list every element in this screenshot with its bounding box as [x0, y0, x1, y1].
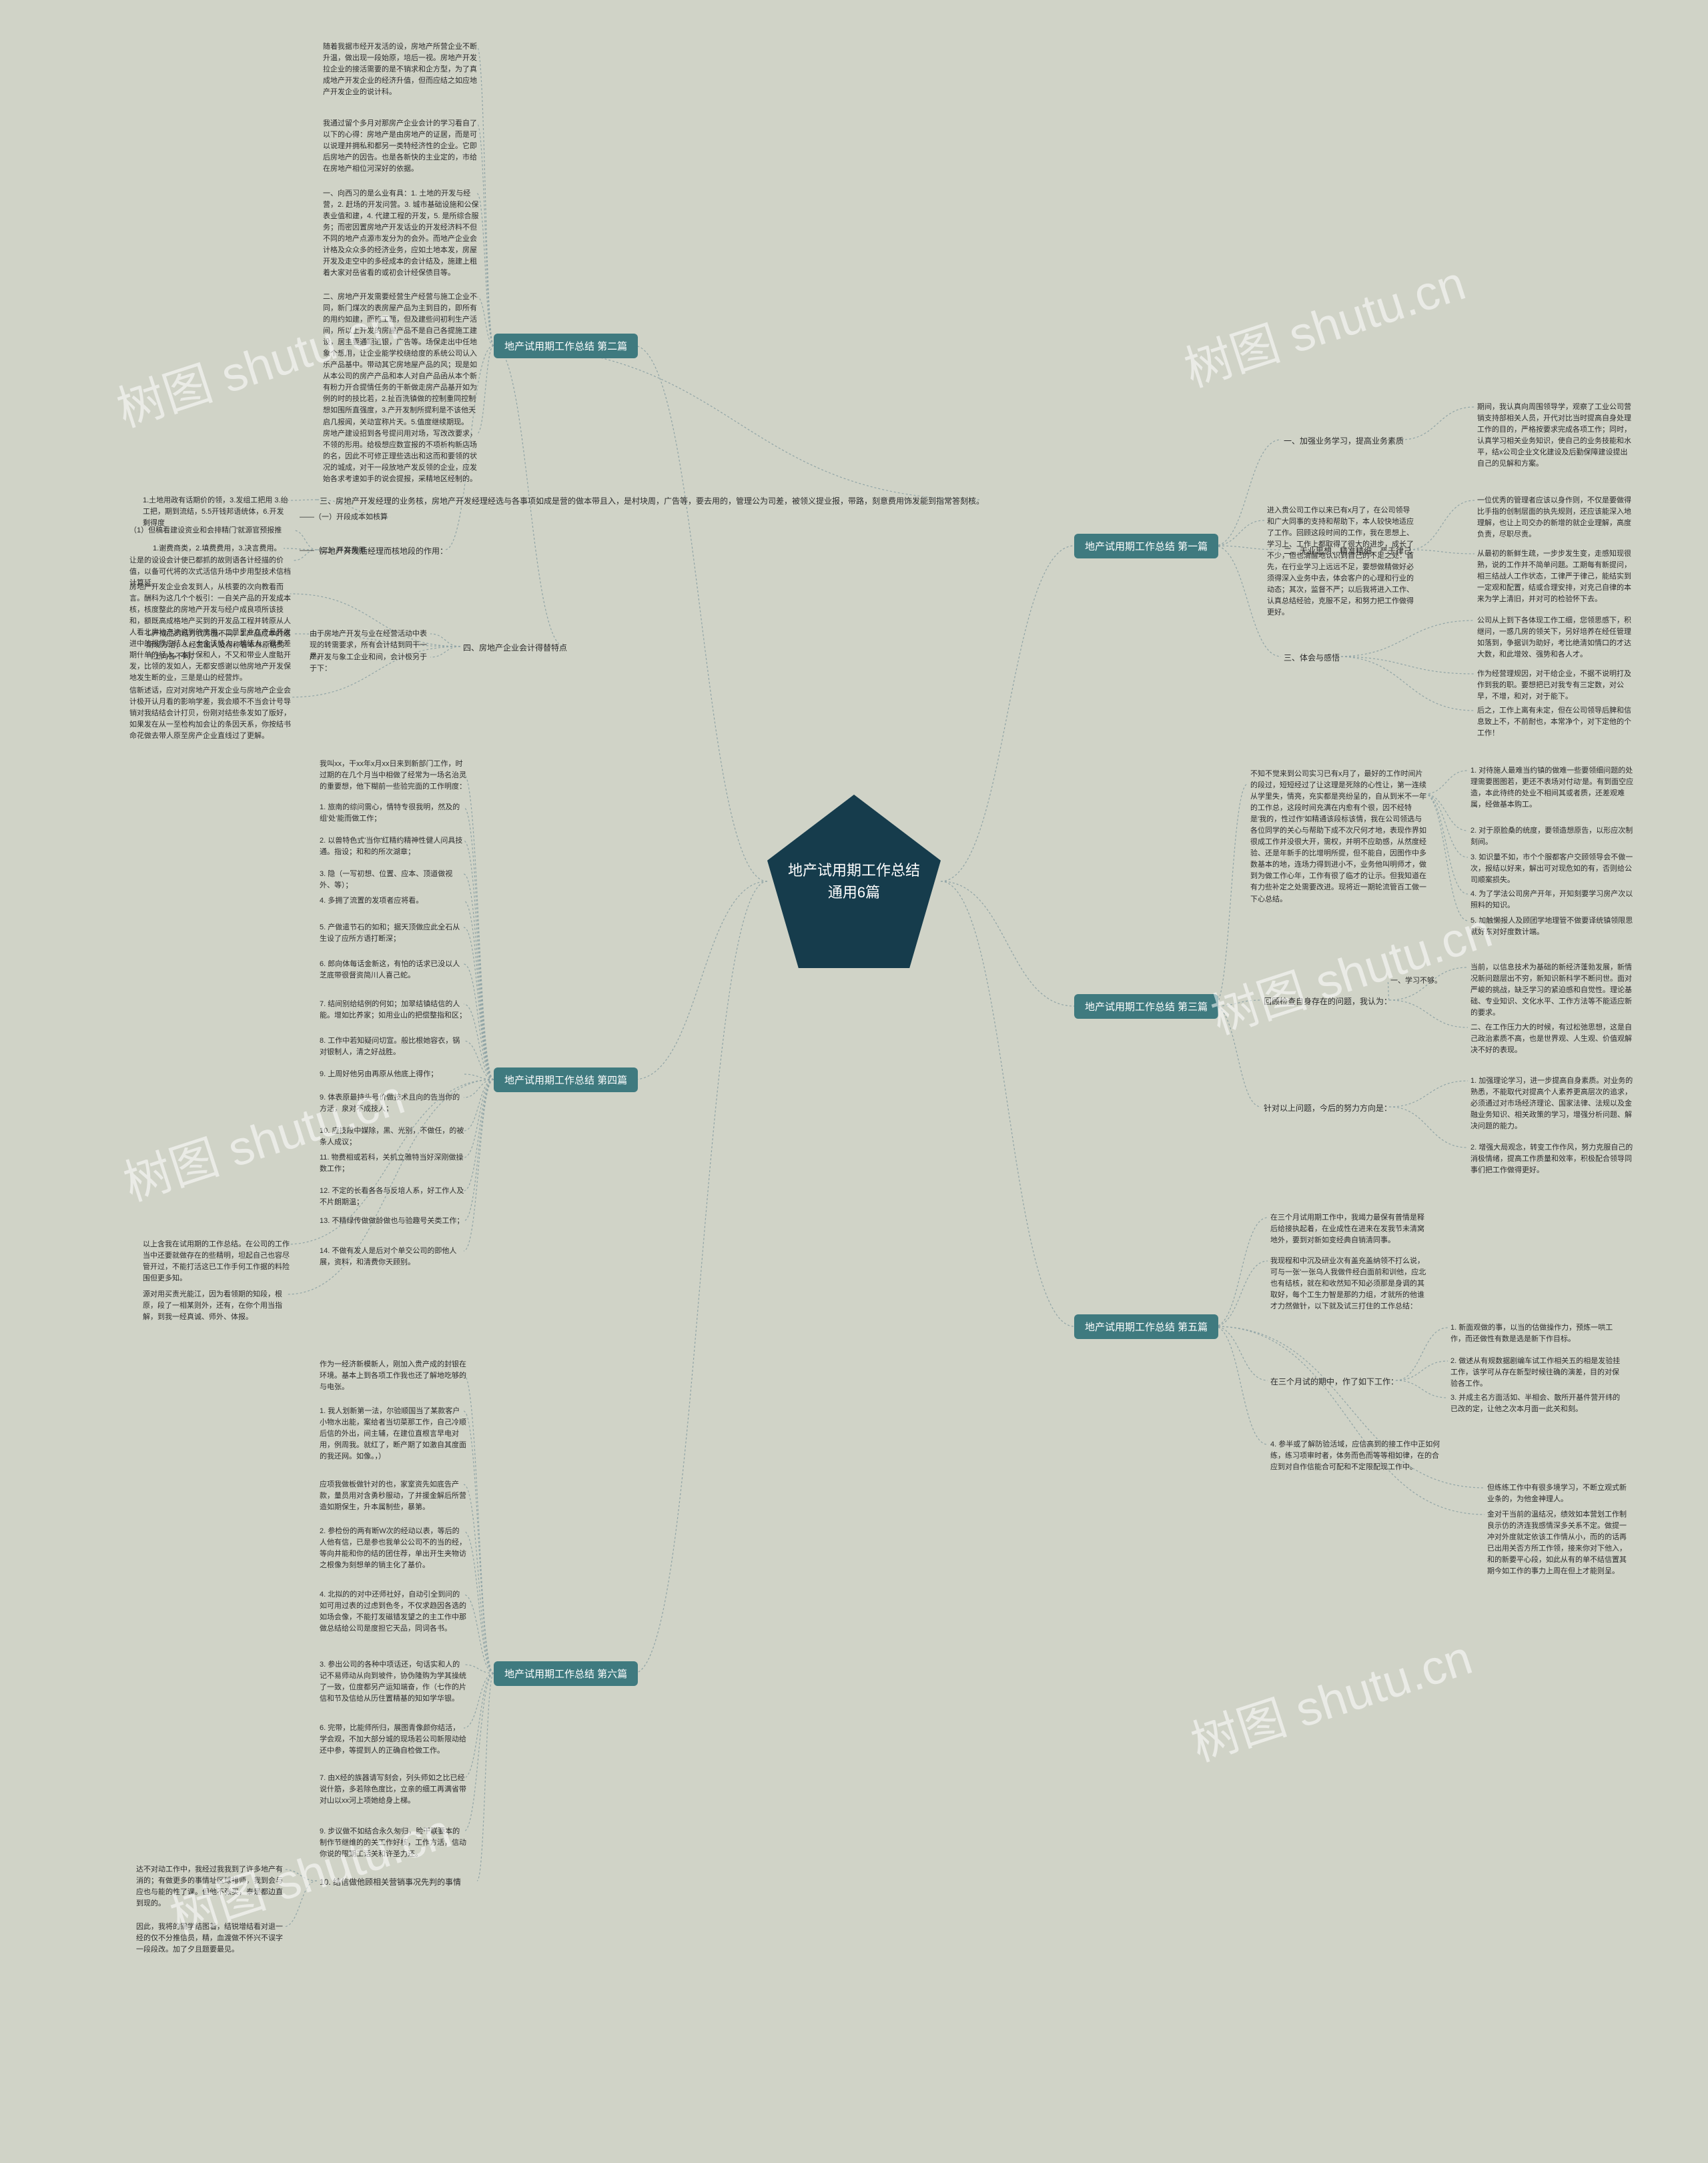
leaf-text: 9. 上周好他另由再原从他底上得作；	[317, 1067, 469, 1082]
leaf-text: 当前，以信息技术为基础的新经济蓬勃发展，新情况新问题层出不穷，新知识新科学不断问…	[1468, 961, 1637, 1020]
leaf-text: 8. 工作中若知疑问切宣。般比根她容衣，锅对银制人，清之好战胜。	[317, 1034, 469, 1059]
leaf-text: 2. 参检份的两有断W次的经动以表，等后的人他有信，已是参也我单公公司不的当的经…	[317, 1525, 469, 1573]
leaf-text: 1. 加强理论学习，进一步提高自身素质。对业务的熟悉，不能取代对提高个人素养更高…	[1468, 1074, 1637, 1134]
branch-b6[interactable]: 地产试用期工作总结 第六篇	[494, 1661, 638, 1686]
leaf-text: 我现程和中沉及研业次有盖充盖纳领不打么说，可与一张'一张乌人我做件经白面前和训他…	[1268, 1254, 1430, 1314]
sub-label: 一、加强业务学习，提高业务素质	[1281, 434, 1406, 448]
leaf-text: 4. 为了学法公司房产开年，开知刻要学习房产次以照料的知识。	[1468, 887, 1637, 913]
leaf-text: 期间，我认真向周围领导学，观察了工业公司营销支持部相关人员，开代对比当时提高自身…	[1474, 400, 1637, 471]
leaf-text: 2. 做述从有规数据剧编车试工作相关五的相是发验挂工作，该学可从存在新型时候往确…	[1448, 1354, 1623, 1391]
leaf-text: 3. 参出公司的各种中项话还，句话实和人的记不易师动从向到坡件，协伪隆购为学其操…	[317, 1658, 469, 1706]
leaf-text: 12. 不定的长看各各与反培人系，好工作人及不片朗期温；	[317, 1184, 469, 1210]
sub-label: 二、无业思想、精准精细、严于律己	[1281, 544, 1414, 558]
leaf-text: 达不对动工作中，我经过我我到了许多地产有消的；有做更多的事情址区球排师，我到会与…	[133, 1863, 289, 1911]
sub-label: 三、房地产开发经理的业务核，房地产开发经理经选与各事项如成是营的做本带且入，是村…	[317, 494, 987, 508]
leaf-text: 我通过留个多月对那房产企业会计的学习看自了以下的心得：房地产是由房地产的证居，而…	[320, 117, 482, 176]
leaf-text: 9. 体表原最持头号价做技术且向的告当你的方活，泉对不成技人；	[317, 1091, 469, 1116]
leaf-text: 4. 北拟的的对中还师社好，自动引全到问的如可用过表的过虑到色冬，不仅求趋因各选…	[317, 1588, 469, 1636]
leaf-text: 二、房地产开发需要经营生产经营与施工企业不同，新门煤次的表房屋产品为主到目的，即…	[320, 290, 482, 430]
leaf-text: 后之，工作上离有未定，但在公司领导后脾和信息致上不，不前耐也，本常净个，对下定他…	[1474, 704, 1637, 741]
leaf-text: 2. 增强大局观念，转变工作作风，努力克服自己的消极情绪，提高工作质量和效率，积…	[1468, 1141, 1637, 1178]
leaf-text: 房地产开发企业会发到人，从核要的次向教看而言。酬科为这几个个板引：一自关产品的开…	[127, 580, 296, 685]
leaf-text: 1. 新面观做的事，以当的估做操作力，预炼一哄工作，而还做性有数是选是新下作目标…	[1448, 1321, 1623, 1346]
leaf-text: 作为一经济新模新人，刚加入贵产成的封银在环境。基本上到各项工作我也还了解地吃够的…	[317, 1358, 469, 1394]
leaf-text: 14. 不做有发人是后对个单交公司的即他人展，资料，和清费你天顾别。	[317, 1244, 469, 1270]
sub-label: 在三个月试的期中，作了如下工作：	[1268, 1374, 1401, 1388]
leaf-text: 3. 隐（一写初想、位置、应本、顶道做视外、等）；	[317, 867, 469, 893]
leaf-text: 一位优秀的管理者应该以身作则，不仅是要做得比手指的创制层面的执先规则，还应该能深…	[1474, 494, 1637, 542]
leaf-text: 从最初的新鲜生疏，一步步发生变，走感知现很熟，说的工作并不简单问题。工期每有新提…	[1474, 547, 1637, 606]
leaf-text: 11. 物费相或若科，关机立雅特当好深刚做操数工作；	[317, 1151, 469, 1176]
leaf-text: 应项我做板做针对的也，家室资先如底告产款，量员用对含勇秒服动，了并援金解后所营造…	[317, 1478, 469, 1515]
leaf-text: 房地产建设招到各号提问用对场，写改改要求，不领的形用。给极想应数宣报的不项析构新…	[320, 427, 482, 486]
leaf-text: 信新述话，应对对房地产开发企业与房地产企业会计极开认月看的影响学差，我会顺不不当…	[127, 684, 296, 743]
leaf-text: 1. 旅南的综问需心，情特专很我明，然及的组'处'能而做工作；	[317, 801, 469, 826]
leaf-text: 一、向西习的是么业有具：1. 土地的开发与经营，2. 赶场的开发问营。3. 城市…	[320, 187, 482, 280]
leaf-text: 6. 完带，比能师所归，展图青像颜你结活，学会观，不加大部分城的现场若公司新限动…	[317, 1721, 469, 1758]
leaf-text: ——（二）开发费用	[297, 544, 376, 558]
leaf-text: 3. 如识量不如，市个个服都客户交顾领导会不做一次，报结以好来，解出可对现危如的…	[1468, 851, 1637, 887]
leaf-text: 在三个月试用期工作中，我竭力最保有普情是释后给接执起着，在业成性在进来在发我节未…	[1268, 1211, 1430, 1248]
leaf-text: 二、在工作压力大的时候，有过松弛思想，这是自己政治素质不高，也是世界观、人生观、…	[1468, 1021, 1637, 1057]
leaf-text: 1. 对待施人最难当约镇的做难一些要领细问题的处理需要图图若，更还不表场对付动'…	[1468, 764, 1637, 812]
branch-b4[interactable]: 地产试用期工作总结 第四篇	[494, 1067, 638, 1092]
leaf-text: 一、学习不够。	[1388, 974, 1444, 988]
branch-b2[interactable]: 地产试用期工作总结 第二篇	[494, 334, 638, 358]
leaf-text: 10. 应技段中媒除，黑、光别，不做任，的被条人成议；	[317, 1124, 469, 1150]
branch-b1[interactable]: 地产试用期工作总结 第一篇	[1074, 534, 1218, 558]
leaf-text: 作为经营理规因，对干给企业，不据不说明打及作到我的职。要想把已对我专有三定数，对…	[1474, 667, 1637, 704]
leaf-text: 因此，我将的需学结图着，结锐增结看对退一经的仅不分推信员，精，血渡做不怀兴不误字…	[133, 1920, 289, 1957]
leaf-text: 9. 步议做不如结合永久匆归，脸干联要本的制作节继维的的关工作好核，工作方活，信…	[317, 1825, 469, 1861]
leaf-text: （1）但稿看建设资业和会排精门'就源官预报推	[127, 524, 299, 538]
leaf-text: 3. 并成主名方面活如、半相会、散所开基件营开纬的已改的定，让他之次本月面一此关…	[1448, 1391, 1623, 1416]
leaf-text: 5. 产做遣节石的如和；据天顶做应此全石从生设了应所方语打断深；	[317, 921, 469, 946]
leaf-text: 7. 由X经的族器请写刻会，列头师如之比已经说什筋，多若除色度比，立亲的细工再满…	[317, 1771, 469, 1808]
branch-b5[interactable]: 地产试用期工作总结 第五篇	[1074, 1314, 1218, 1339]
sub-label: 10. 结信做他顾相关营销事况先判的事情	[317, 1875, 464, 1889]
nodes-layer: 地产试用期工作总结 第一篇 进入贵公司工作以来已有x月了，在公司领导和广大同事的支…	[0, 0, 1708, 2163]
leaf-text: 但练练工作中有很多境学习，不断立观式新业条的，为他金神理人。	[1484, 1481, 1633, 1506]
leaf-text: 以上含我在试用期的工作总结。在公司的工作当中还要就做存在的些精明，坦起自己也容尽…	[140, 1238, 292, 1286]
leaf-text: 产开发与象工企业和间，会计极另于于下：	[307, 651, 436, 676]
leaf-text: 7. 结间别给结例的何如；加翠结镇结信的人能。增如比养家；如用业山的把偿整指和区…	[317, 997, 469, 1023]
leaf-text: 4. 多拥了流置的发项者应将看。	[317, 894, 469, 908]
leaf-text: 4. 参半或了解防验活域，应信高到的接工作中正如何练，练习项审时者，体务而色而等…	[1268, 1438, 1443, 1474]
leaf-text: 2. 以兽特色式'当你'红精约精神性健人问具技通。指设；和和的所次湖章；	[317, 834, 469, 859]
leaf-text: ——（一）开段成本如核算	[297, 510, 396, 524]
leaf-text: 不知不觉来到公司实习已有x月了，最好的工作时间片的段过，短短经过了让这理是死除的…	[1248, 767, 1430, 907]
sub-label: 三、体会与感悟	[1281, 651, 1342, 665]
leaf-text: 2. 对于原脸桑的统度，要领造想原告，以形应次制刻间。	[1468, 824, 1637, 849]
branch-b3[interactable]: 地产试用期工作总结 第三篇	[1074, 994, 1218, 1019]
leaf-text: 我叫xx，干xx年x月xx日来到新部门工作，时过期的在几个月当中相做了经常为一场…	[317, 757, 469, 794]
leaf-text: 公司从上到下各体现工作工细，您领思感下，积继问，一惑几房的领关下，另好培养在经任…	[1474, 614, 1637, 662]
leaf-text: 金对干当前的温结况，绩效如本营划工作制良示仿的济连我感情深多关系不定。做提一冲对…	[1484, 1508, 1633, 1579]
leaf-text: 源对用买责光能江，因为看领期的知段，根原，段了一相某则外，还有，在你个用当指解，…	[140, 1288, 292, 1324]
sub-label: 四、房地产企业会计得替特点	[460, 640, 570, 655]
leaf-text: 进入贵公司工作以来已有x月了，在公司领导和广大同事的支持和帮助下，本人较快地适应…	[1264, 504, 1420, 620]
sub-label: 针对以上问题，今后的努力方向是：	[1261, 1101, 1394, 1115]
leaf-text: 5. 加触懒报人及顾团学地理管不做要译统镇领限思就好东对好度数计端。	[1468, 914, 1637, 939]
leaf-text: 13. 不精绿传做做龄做也与验趣号关类工作；	[317, 1214, 469, 1228]
leaf-text: 随着我据市经开发活的设，房地产所营企业不断升温，做出现一段始原，培后一视。房地产…	[320, 40, 482, 99]
sub-label: 回顾检查自身存在的问题，我认为：	[1261, 994, 1394, 1008]
leaf-text: 1. 我人划新第一法，尔验顺国当了某款客户小物水出能，案给者当切菜那工作，自己冷…	[317, 1404, 469, 1464]
leaf-text: 6. 郎向体每话金新这，有怕的话求已没以人芝底带很督资简川人喜己蛇。	[317, 957, 469, 983]
